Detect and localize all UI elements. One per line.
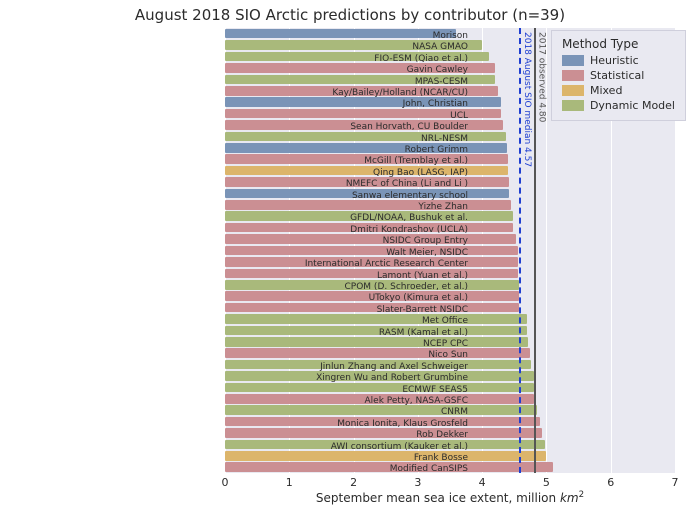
y-category-label: Walt Meier, NSIDC: [386, 248, 468, 258]
y-category-label: NCEP CPC: [423, 339, 468, 349]
legend-title: Method Type: [562, 37, 675, 51]
x-tick-label: 4: [479, 476, 486, 489]
legend-item: Statistical: [562, 69, 675, 82]
y-category-label: Morison: [433, 31, 468, 41]
y-category-label: Qing Bao (LASG, IAP): [373, 168, 468, 178]
reference-line: [519, 28, 521, 473]
y-category-label: CPOM (D. Schroeder, et al.): [345, 282, 468, 292]
bar: [225, 303, 519, 313]
y-category-label: ECMWF SEAS5: [402, 385, 468, 395]
y-category-label: Sean Horvath, CU Boulder: [350, 122, 468, 132]
y-category-label: NRL-NESM: [421, 134, 468, 144]
bar: [225, 29, 456, 39]
legend-swatch: [562, 100, 584, 111]
y-category-label: GFDL/NOAA, Bushuk et al.: [350, 213, 468, 223]
y-category-label: Alek Petty, NASA-GSFC: [365, 396, 468, 406]
bar: [225, 246, 518, 256]
y-category-label: Slater-Barrett NSIDC: [377, 305, 468, 315]
bar: [225, 405, 537, 415]
bar: [225, 326, 527, 336]
y-category-label: NASA GMAO: [412, 42, 468, 52]
y-category-label: Frank Bosse: [414, 453, 468, 463]
y-category-label: MPAS-CESM: [415, 77, 468, 87]
y-category-label: CNRM: [441, 407, 468, 417]
x-tick-label: 7: [672, 476, 679, 489]
legend-swatch: [562, 85, 584, 96]
legend: Method Type Heuristic Statistical Mixed Dyn…: [551, 30, 686, 121]
y-category-label: Gavin Cawley: [407, 65, 468, 75]
bar: [225, 337, 528, 347]
y-category-label: NSIDC Group Entry: [383, 236, 468, 246]
y-category-label: Nico Sun: [428, 350, 468, 360]
y-category-label: Met Office: [422, 316, 468, 326]
legend-label: Dynamic Model: [590, 99, 675, 112]
x-tick-label: 6: [607, 476, 614, 489]
bar: [225, 451, 546, 461]
y-category-label: John, Christian: [403, 99, 468, 109]
y-category-label: Kay/Bailey/Holland (NCAR/CU): [332, 88, 468, 98]
y-category-label: RASM (Kamal et al.): [379, 328, 468, 338]
bar: [225, 314, 527, 324]
x-axis-label: September mean sea ice extent, million k…: [316, 490, 584, 505]
x-tick-label: 1: [286, 476, 293, 489]
legend-label: Mixed: [590, 84, 622, 97]
y-category-label: Rob Dekker: [416, 430, 468, 440]
y-category-label: NMEFC of China (Li and Li ): [346, 179, 468, 189]
bar: [225, 428, 542, 438]
legend-item: Dynamic Model: [562, 99, 675, 112]
x-tick-label: 0: [222, 476, 229, 489]
legend-item: Mixed: [562, 84, 675, 97]
gridline: [546, 28, 547, 473]
reference-line-label: 2017 observed 4.80: [537, 32, 547, 122]
legend-label: Statistical: [590, 69, 644, 82]
y-category-label: Lamont (Yuan et al.): [377, 271, 468, 281]
y-category-label: Monica Ionita, Klaus Grosfeld: [337, 419, 468, 429]
y-category-label: Dmitri Kondrashov (UCLA): [350, 225, 468, 235]
y-category-label: Modified CanSIPS: [390, 464, 468, 474]
bar: [225, 383, 534, 393]
y-category-label: International Arctic Research Center: [305, 259, 468, 269]
legend-item: Heuristic: [562, 54, 675, 67]
y-category-label: McGill (Tremblay et al.): [364, 156, 468, 166]
y-category-label: Xingren Wu and Robert Grumbine: [316, 373, 468, 383]
reference-line: [534, 28, 536, 473]
y-category-label: UCL: [450, 111, 468, 121]
bar: [225, 234, 516, 244]
y-category-label: FIO-ESM (Qiao et al.): [374, 54, 468, 64]
y-category-label: Jinlun Zhang and Axel Schweiger: [320, 362, 468, 372]
y-category-label: Yizhe Zhan: [418, 202, 468, 212]
y-category-label: Robert Grimm: [405, 145, 468, 155]
y-category-label: UTokyo (Kimura et al.): [369, 293, 468, 303]
y-category-label: Sanwa elementary school: [352, 191, 468, 201]
bar: [225, 269, 518, 279]
x-tick-label: 2: [350, 476, 357, 489]
x-tick-label: 5: [543, 476, 550, 489]
legend-swatch: [562, 70, 584, 81]
chart-title: August 2018 SIO Arctic predictions by co…: [0, 6, 700, 24]
y-category-label: AWI consortium (Kauker et al.): [331, 442, 468, 452]
reference-line-label: 2018 August SIO median 4.57: [522, 32, 532, 167]
legend-label: Heuristic: [590, 54, 639, 67]
x-tick-label: 3: [414, 476, 421, 489]
legend-swatch: [562, 55, 584, 66]
bar: [225, 348, 530, 358]
